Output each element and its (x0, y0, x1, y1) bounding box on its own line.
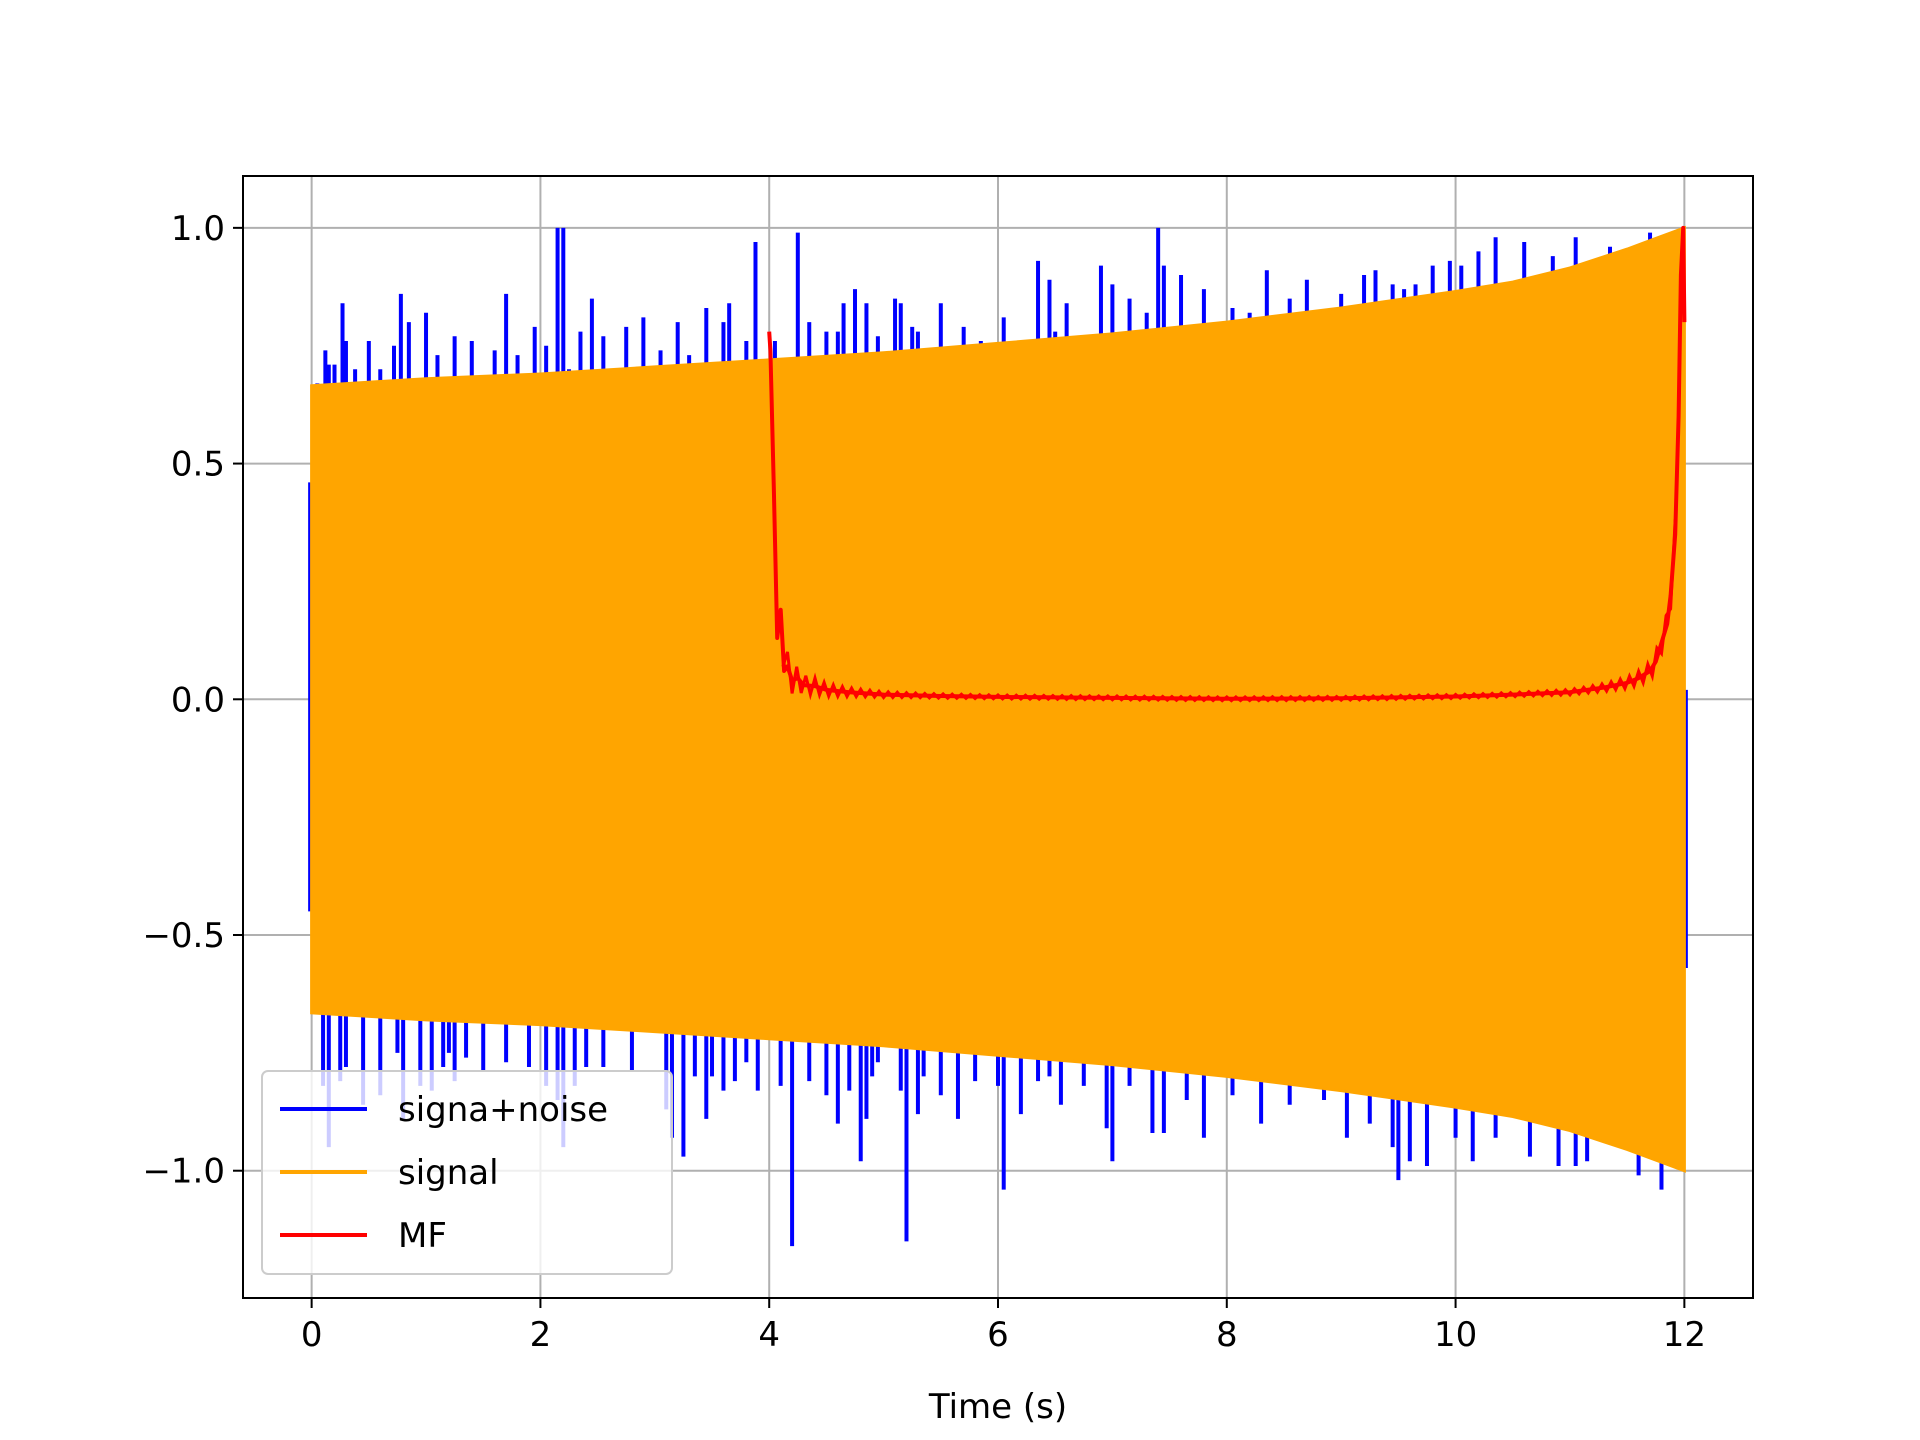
plot-area (308, 225, 1688, 1247)
signal-series (310, 225, 1686, 1173)
x-tick-label: 4 (758, 1315, 780, 1355)
legend-label: MF (398, 1216, 447, 1256)
x-axis-label: Time (s) (928, 1387, 1067, 1427)
signal-envelope (310, 225, 1686, 1173)
x-axis: 0 2 4 6 8 10 12 (301, 1298, 1706, 1355)
y-tick-label: 0.5 (171, 445, 225, 485)
x-tick-label: 0 (301, 1315, 323, 1355)
mf-ripple (781, 519, 1677, 703)
x-tick-label: 10 (1434, 1315, 1477, 1355)
legend-box (261, 1070, 673, 1275)
y-tick-label: −1.0 (142, 1152, 225, 1192)
legend-label: signal (398, 1153, 499, 1193)
x-tick-label: 12 (1663, 1315, 1706, 1355)
mf-series (767, 225, 1687, 703)
x-tick-label: 8 (1216, 1315, 1238, 1355)
x-tick-label: 2 (530, 1315, 552, 1355)
legend: signa+noise signal MF (261, 1070, 673, 1275)
y-tick-label: 1.0 (171, 209, 225, 249)
y-tick-label: −0.5 (142, 916, 225, 956)
y-tick-label: 0.0 (171, 680, 225, 720)
legend-label: signa+noise (398, 1090, 608, 1130)
x-tick-label: 6 (987, 1315, 1009, 1355)
y-axis: −1.0 −0.5 0.0 0.5 1.0 (142, 209, 243, 1192)
